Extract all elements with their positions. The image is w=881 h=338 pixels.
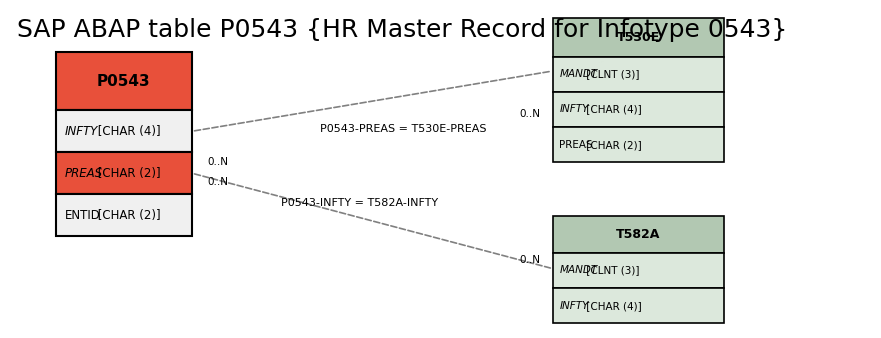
FancyBboxPatch shape	[553, 18, 724, 57]
Text: P0543-INFTY = T582A-INFTY: P0543-INFTY = T582A-INFTY	[281, 197, 438, 208]
Text: [CHAR (4)]: [CHAR (4)]	[94, 125, 161, 138]
FancyBboxPatch shape	[56, 52, 192, 110]
Text: PREAS: PREAS	[65, 167, 103, 180]
Text: MANDT: MANDT	[559, 265, 597, 275]
Text: [CLNT (3)]: [CLNT (3)]	[583, 69, 640, 79]
Text: P0543: P0543	[97, 73, 151, 89]
Text: 0..N: 0..N	[207, 177, 228, 187]
Text: INFTY: INFTY	[559, 104, 589, 115]
Text: [CHAR (4)]: [CHAR (4)]	[583, 104, 642, 115]
Text: INFTY: INFTY	[65, 125, 99, 138]
FancyBboxPatch shape	[553, 253, 724, 288]
Text: 0..N: 0..N	[207, 157, 228, 167]
Text: [CHAR (2)]: [CHAR (2)]	[94, 167, 161, 180]
Text: 0..N: 0..N	[520, 255, 541, 265]
FancyBboxPatch shape	[56, 194, 192, 236]
FancyBboxPatch shape	[56, 110, 192, 152]
Text: [CLNT (3)]: [CLNT (3)]	[583, 265, 640, 275]
Text: P0543-PREAS = T530E-PREAS: P0543-PREAS = T530E-PREAS	[320, 124, 486, 134]
Text: INFTY: INFTY	[559, 300, 589, 311]
Text: [CHAR (2)]: [CHAR (2)]	[94, 209, 161, 222]
FancyBboxPatch shape	[553, 57, 724, 92]
Text: [CHAR (4)]: [CHAR (4)]	[583, 300, 642, 311]
Text: ENTID: ENTID	[65, 209, 101, 222]
Text: T530E: T530E	[617, 31, 660, 44]
Text: [CHAR (2)]: [CHAR (2)]	[583, 140, 642, 150]
FancyBboxPatch shape	[553, 92, 724, 127]
Text: SAP ABAP table P0543 {HR Master Record for Infotype 0543}: SAP ABAP table P0543 {HR Master Record f…	[17, 18, 788, 42]
FancyBboxPatch shape	[56, 152, 192, 194]
FancyBboxPatch shape	[553, 127, 724, 162]
FancyBboxPatch shape	[553, 288, 724, 323]
Text: 0..N: 0..N	[520, 109, 541, 119]
FancyBboxPatch shape	[553, 216, 724, 253]
Text: PREAS: PREAS	[559, 140, 593, 150]
Text: T582A: T582A	[617, 228, 661, 241]
Text: MANDT: MANDT	[559, 69, 597, 79]
